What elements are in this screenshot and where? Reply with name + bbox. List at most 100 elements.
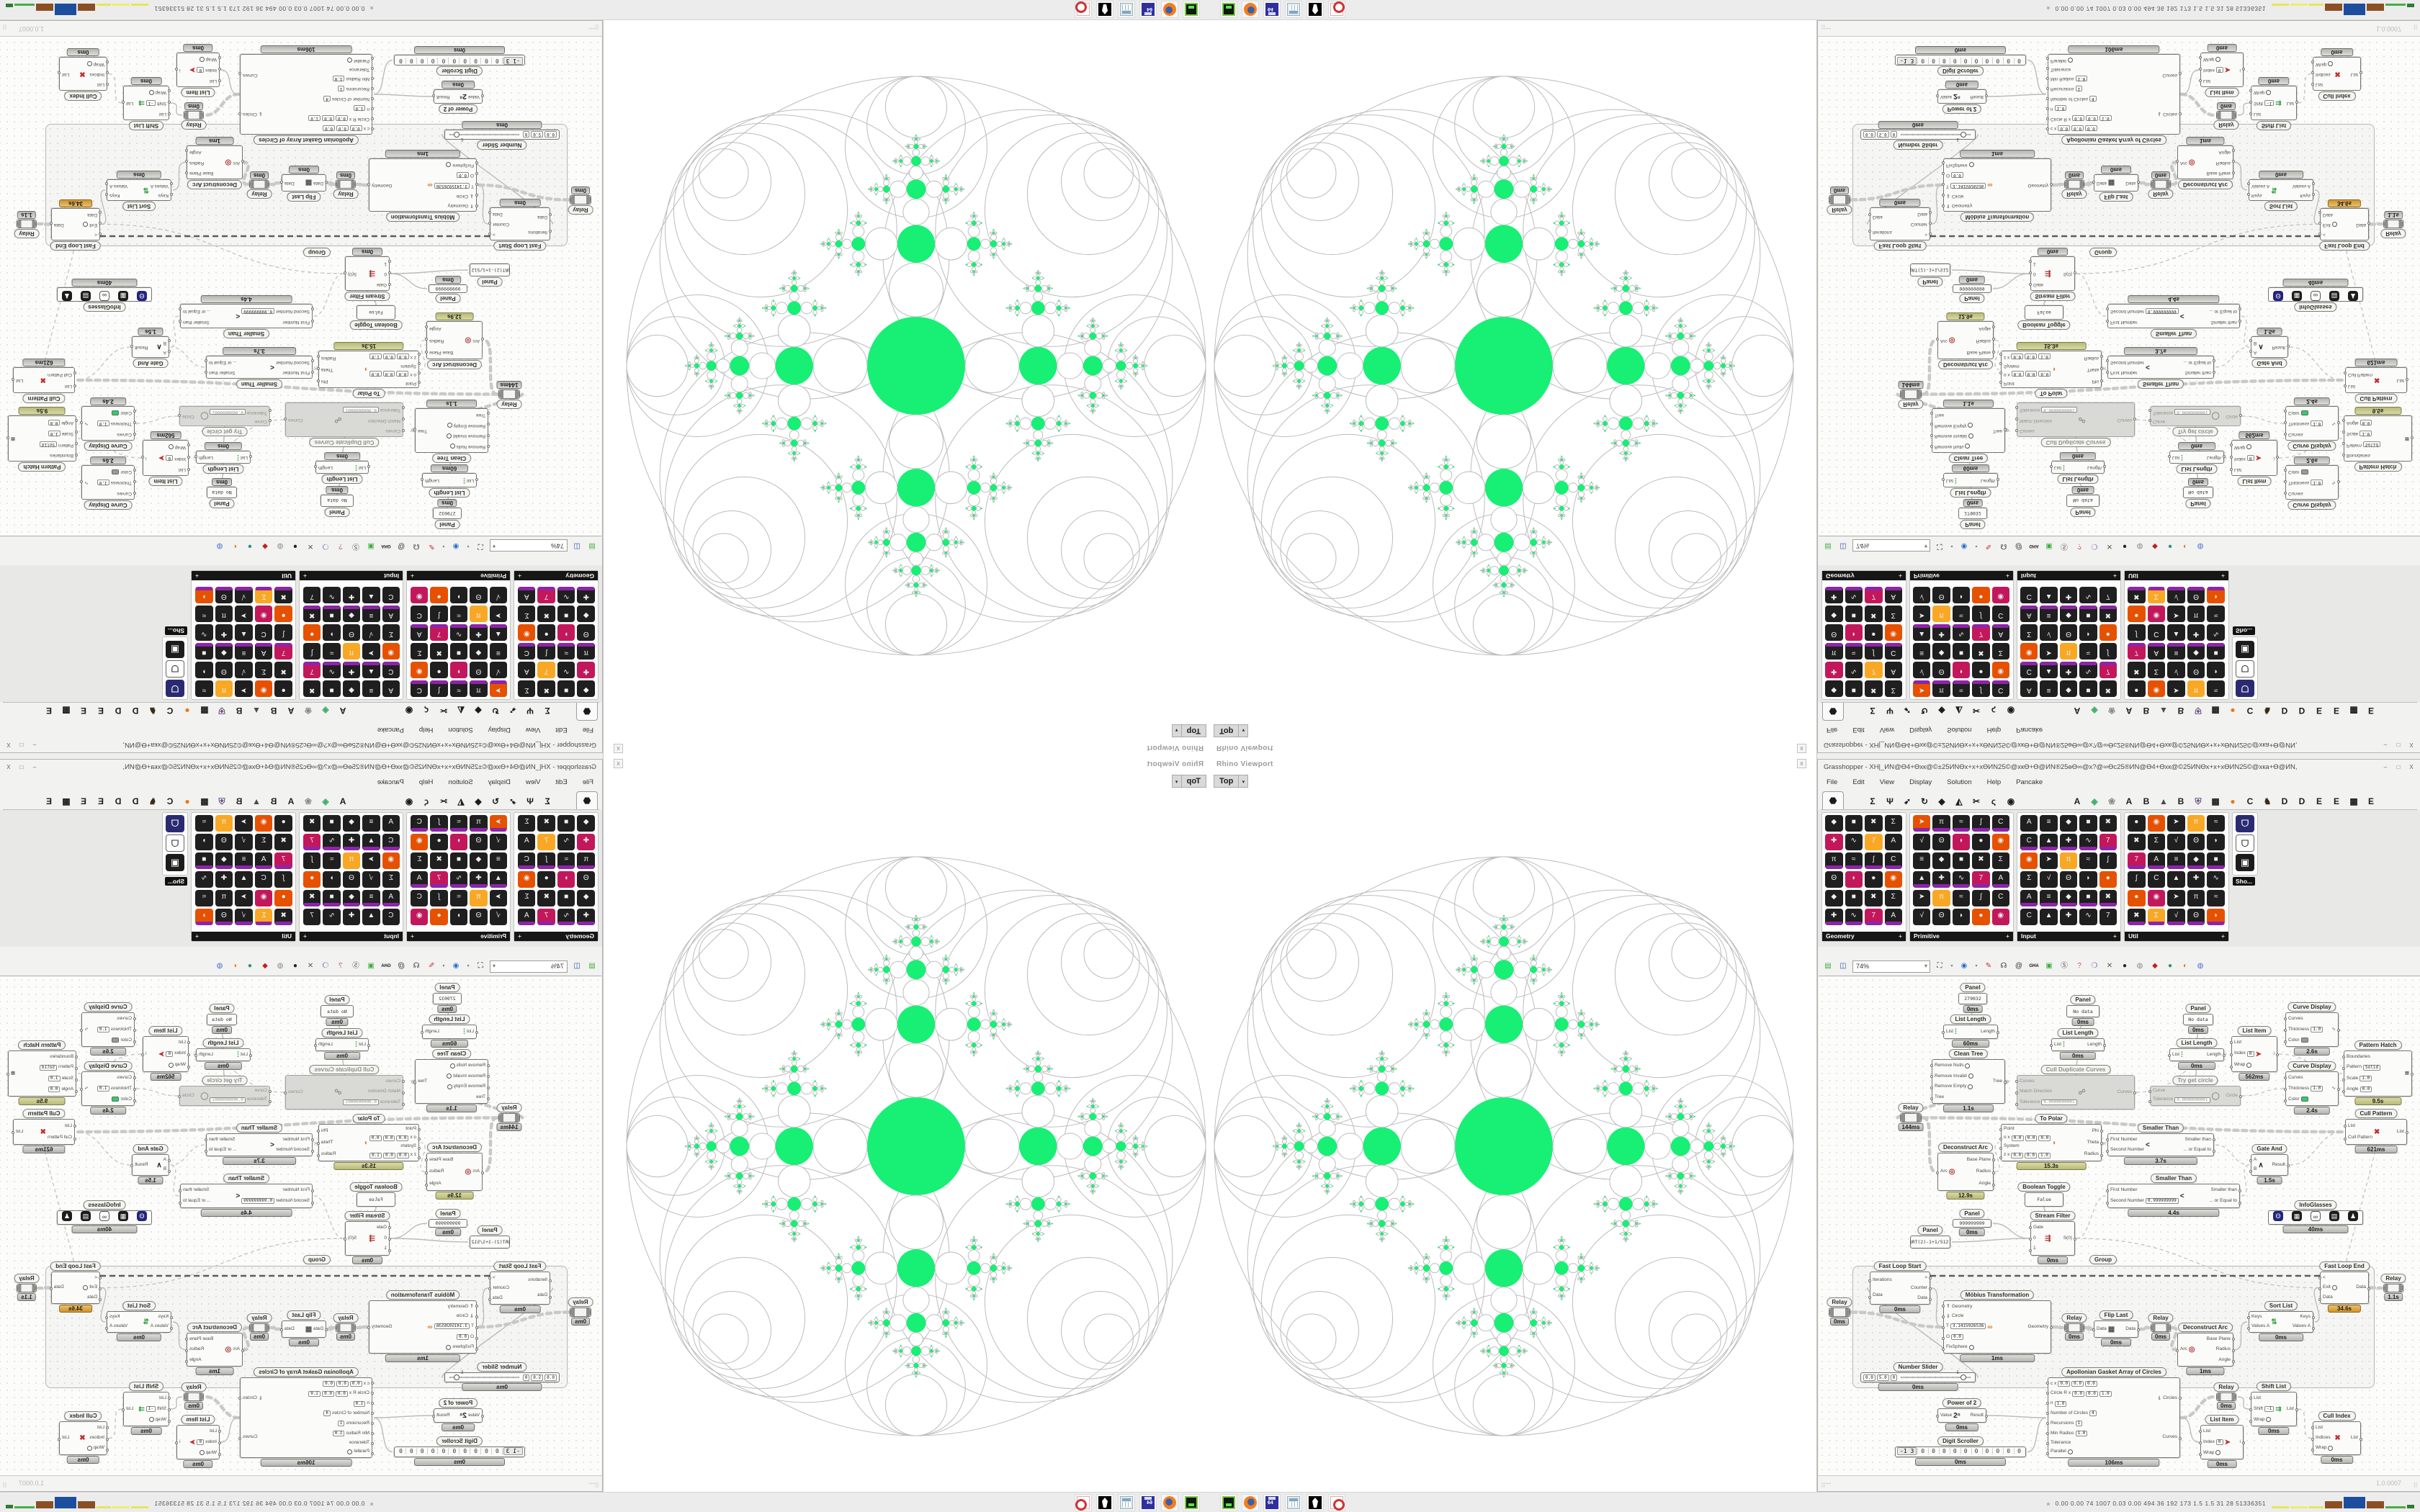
- gh-component-button[interactable]: A: [1991, 871, 2009, 888]
- taskbar-icon-floppy-64[interactable]: [1139, 1494, 1157, 1511]
- gh-tab-3[interactable]: ➶: [1903, 796, 1912, 806]
- input-port-nub[interactable]: [187, 456, 190, 459]
- gh-component-button[interactable]: ∫: [1865, 852, 1883, 869]
- output-port-nub[interactable]: [1929, 222, 1932, 225]
- gh-node-li1[interactable]: List Item 562ms List Index 0 Wrap ➤ i: [2230, 431, 2279, 486]
- gh-component-button[interactable]: ≡: [235, 852, 253, 869]
- input-port-nub[interactable]: [2148, 1100, 2151, 1103]
- ribbon-group-expand[interactable]: +: [2113, 932, 2117, 940]
- gh-component-button[interactable]: ◗: [449, 587, 468, 603]
- input-port-nub[interactable]: [2168, 1054, 2171, 1057]
- output-port-nub[interactable]: [175, 1441, 178, 1444]
- gh-tab-18[interactable]: ▦: [200, 796, 209, 806]
- input-port-nub[interactable]: [2050, 1044, 2053, 1047]
- output-port-nub[interactable]: [413, 1081, 416, 1084]
- input-port-nub[interactable]: [2318, 1287, 2321, 1290]
- gh-component-button[interactable]: A: [254, 852, 273, 869]
- gh-component-button[interactable]: ◆: [2187, 852, 2205, 869]
- gh-component-button[interactable]: ≡: [362, 680, 380, 697]
- gh-port-value[interactable]: 1.0: [353, 1400, 366, 1407]
- toolbar-icon-7[interactable]: ✎: [1985, 962, 1992, 970]
- gh-component-button[interactable]: ◉: [1884, 871, 1902, 888]
- gh-component-button[interactable]: Σ: [1884, 680, 1902, 697]
- gh-node-relayM2[interactable]: Relay 0ms: [246, 1313, 272, 1341]
- output-port-nub[interactable]: [2232, 148, 2235, 152]
- input-port-nub[interactable]: [2029, 1249, 2032, 1252]
- viewport-projection-tab[interactable]: Top ▾: [1214, 775, 1249, 788]
- gh-node-darc1[interactable]: Deconstruct Arc 12.9s Arc ◎ Base Plane Radius…: [1936, 312, 1995, 369]
- gh-tab-20[interactable]: C: [166, 706, 174, 716]
- menu-item-pancake[interactable]: Pancake: [2016, 778, 2043, 786]
- gh-tab-2[interactable]: Ψ: [526, 706, 534, 716]
- toolbar-icon-8[interactable]: ☊: [2000, 542, 2007, 550]
- gh-port-value[interactable]: 0.0: [2360, 419, 2372, 426]
- input-port-nub[interactable]: [2342, 1090, 2345, 1093]
- gh-component-button[interactable]: π: [2187, 815, 2205, 832]
- toolbar-icon-6[interactable]: ▾: [442, 964, 445, 968]
- gh-component-button[interactable]: ✖: [1972, 643, 1990, 660]
- toolbar-icon-0[interactable]: ▤: [588, 542, 596, 550]
- input-port-nub[interactable]: [73, 1125, 76, 1128]
- gh-component-button[interactable]: A: [2020, 606, 2038, 622]
- output-port-nub[interactable]: [1985, 94, 1988, 97]
- output-port-nub[interactable]: [2287, 345, 2290, 348]
- toggle-icon[interactable]: [2266, 89, 2272, 95]
- gh-component-button[interactable]: ≈: [2207, 815, 2225, 832]
- ribbon-group-expand[interactable]: +: [2221, 572, 2225, 580]
- output-port-nub[interactable]: [2137, 1328, 2140, 1331]
- gh-component-button[interactable]: ✚: [1825, 662, 1843, 678]
- digit-cell[interactable]: 0: [1949, 1448, 1960, 1454]
- input-port-nub[interactable]: [1930, 1063, 1933, 1067]
- gh-node-panel9[interactable]: Panel 0ms 999999999: [429, 1209, 467, 1236]
- gh-port-value[interactable]: 0.0: [396, 354, 409, 360]
- gh-component-button[interactable]: ∿: [1845, 909, 1863, 925]
- gh-tab-11[interactable]: ◈: [2091, 706, 2098, 716]
- output-port-nub[interactable]: [2238, 1201, 2241, 1205]
- gh-component-button[interactable]: π: [215, 606, 233, 622]
- digit-cell[interactable]: 0: [1939, 58, 1949, 64]
- color-swatch[interactable]: [2300, 1097, 2308, 1102]
- gh-port-value[interactable]: 0.0: [2058, 125, 2071, 132]
- gh-component-button[interactable]: ≡: [1913, 852, 1931, 869]
- input-port-nub[interactable]: [1942, 1315, 1945, 1319]
- chevron-up-icon[interactable]: «: [367, 6, 375, 10]
- input-port-nub[interactable]: [487, 1063, 490, 1067]
- gh-component-button[interactable]: ■: [195, 852, 213, 869]
- gh-tab-4[interactable]: ↻: [491, 796, 500, 806]
- input-port-nub[interactable]: [475, 1031, 478, 1034]
- input-port-nub[interactable]: [371, 1402, 374, 1405]
- digit-cell[interactable]: 0: [460, 58, 471, 64]
- gh-component-button[interactable]: 7: [430, 624, 448, 641]
- input-port-nub[interactable]: [2342, 442, 2345, 445]
- gh-component-button[interactable]: ◗: [1845, 624, 1863, 641]
- gh-component-button[interactable]: ●: [2128, 890, 2146, 906]
- gh-node-ll2[interactable]: List Length 0ms List ⫶ Length: [2050, 452, 2106, 484]
- output-port-nub[interactable]: [1992, 1158, 1995, 1161]
- resize-grip[interactable]: ⠿: [2413, 1482, 2418, 1489]
- output-port-nub[interactable]: [122, 101, 125, 104]
- input-port-nub[interactable]: [133, 433, 136, 436]
- gh-node-pow2[interactable]: Power of 2 0ms Value 2ⁿ Result: [1936, 81, 1988, 114]
- output-port-nub[interactable]: [2239, 414, 2242, 417]
- input-port-nub[interactable]: [133, 1076, 136, 1079]
- gh-node-cullindex[interactable]: Cull Index 0ms List Indices Wrap ✖ List: [2311, 48, 2362, 101]
- gh-component-button[interactable]: ●: [2128, 815, 2146, 832]
- input-port-nub[interactable]: [133, 480, 136, 483]
- toggle-icon[interactable]: [447, 1084, 452, 1090]
- gh-component-button[interactable]: ✚: [2059, 909, 2078, 925]
- gh-component-button[interactable]: Σ: [254, 834, 273, 850]
- gh-port-value[interactable]: 0.0: [2038, 371, 2051, 377]
- input-port-nub[interactable]: [2092, 1328, 2095, 1331]
- menu-item-view[interactable]: View: [1879, 726, 1895, 734]
- gh-component-button[interactable]: Θ: [1825, 871, 1843, 888]
- gh-tab-23[interactable]: D: [2298, 796, 2305, 806]
- gh-component-button[interactable]: ≡: [362, 815, 380, 832]
- toggle-icon[interactable]: [1968, 1084, 1973, 1090]
- gh-port-value[interactable]: 1: [337, 1421, 345, 1427]
- gh-node-cleantree[interactable]: Clean Tree 1.1s Remove Nulls Remove Invalid…: [413, 1049, 490, 1112]
- gh-component-button[interactable]: ◗: [1952, 909, 1971, 925]
- gh-component-button[interactable]: ➤: [235, 680, 253, 697]
- output-port-nub[interactable]: [58, 1437, 60, 1441]
- gh-port-value[interactable]: 0.0: [2086, 1390, 2098, 1397]
- gh-component-button[interactable]: ➤: [2167, 680, 2185, 697]
